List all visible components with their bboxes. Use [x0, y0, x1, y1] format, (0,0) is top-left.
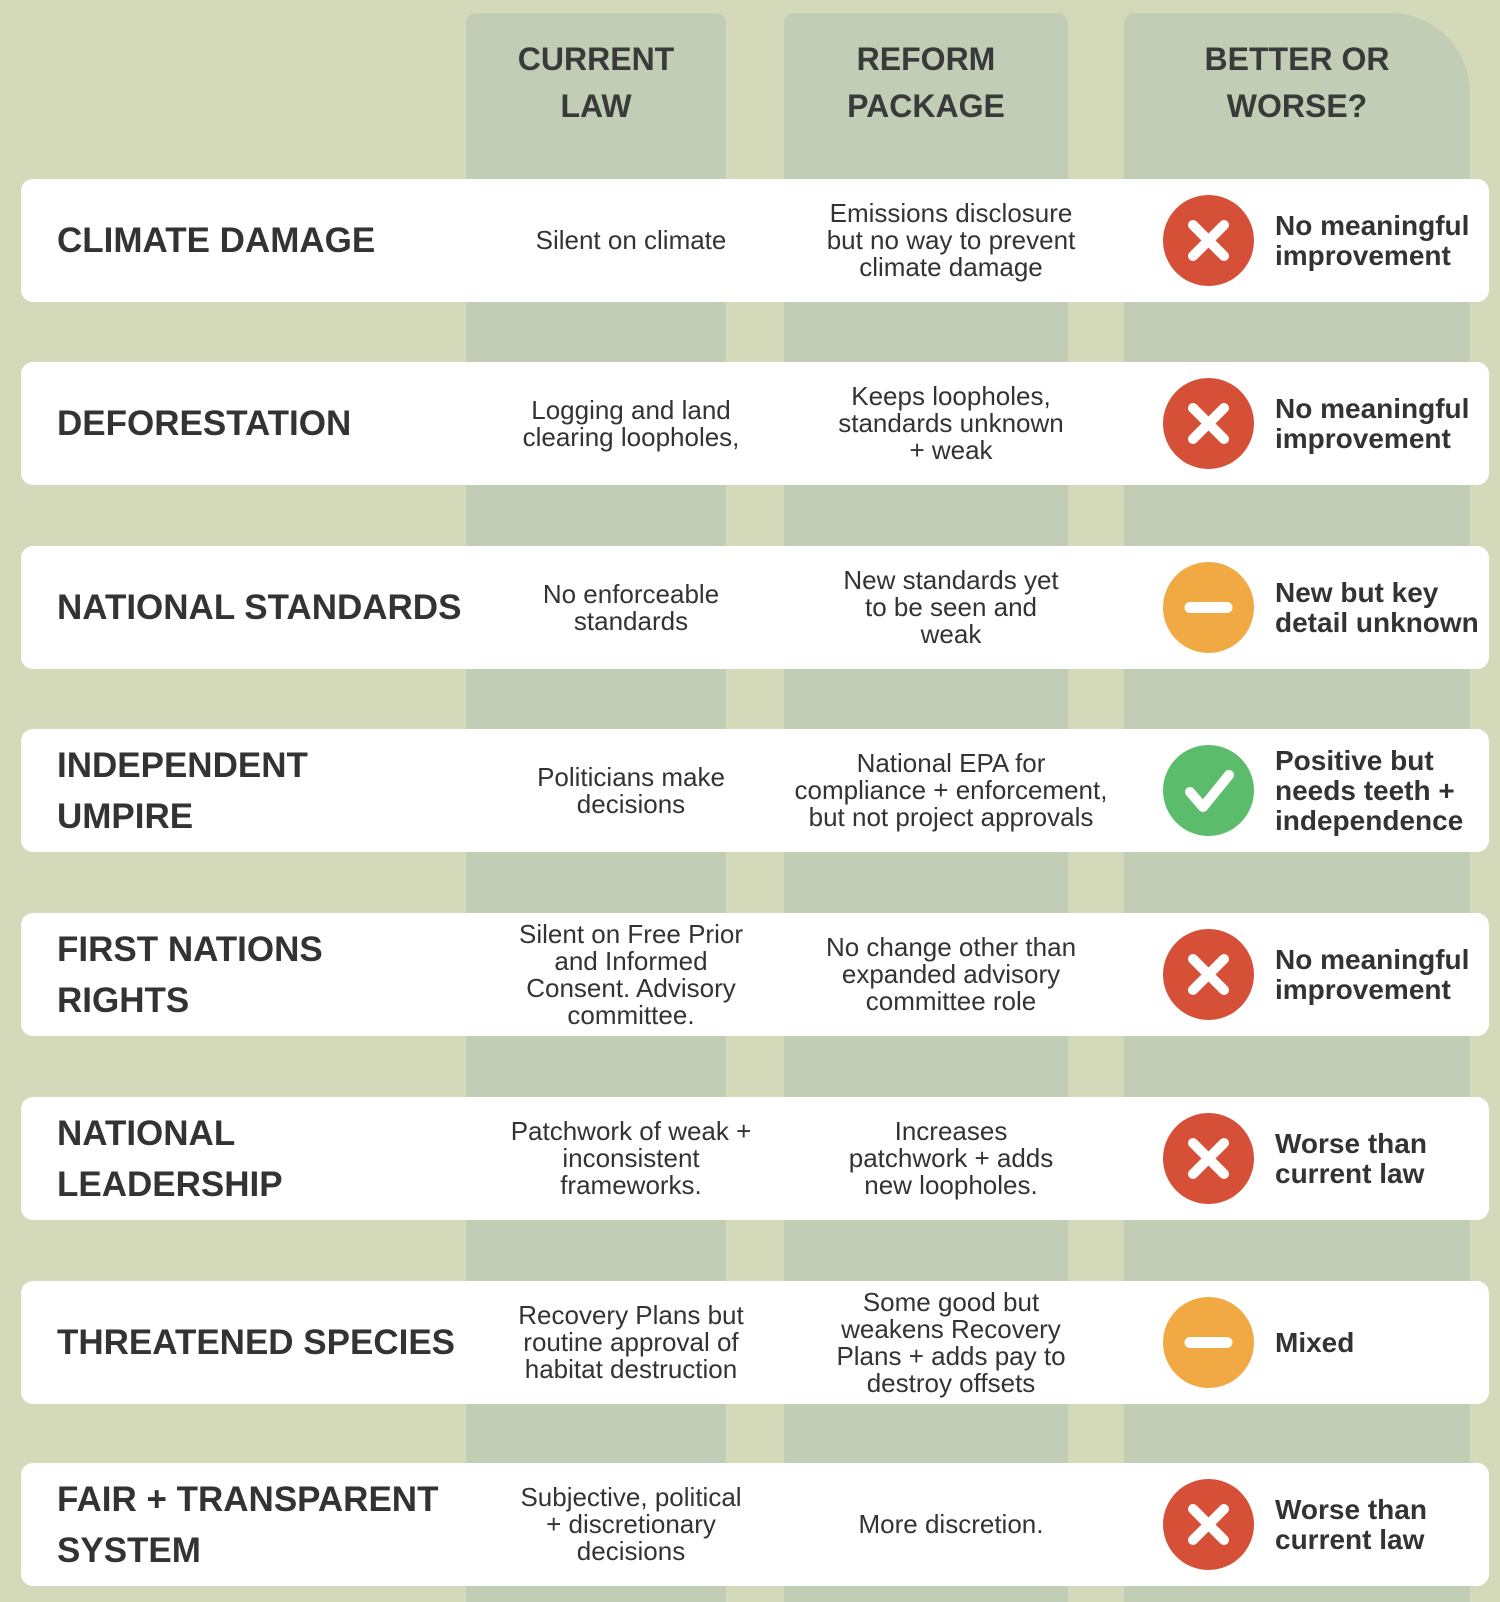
table-row: NATIONAL STANDARDS No enforceable standa… [21, 546, 1489, 669]
reform-package-cell: New standards yet to be seen and weak [843, 565, 1059, 649]
current-law-cell: Logging and land clearing loopholes, [522, 394, 740, 452]
reform-package-cell: Emissions disclosure but no way to preve… [826, 198, 1076, 282]
table-row: FIRST NATIONS RIGHTS Silent on Free Prio… [21, 913, 1489, 1036]
verdict-label: New but key detail unknown [1275, 576, 1479, 638]
minus-circle-icon [1163, 562, 1254, 653]
row-title: INDEPENDENT UMPIRE [57, 745, 308, 836]
header-current-law: CURRENT LAW [517, 41, 675, 124]
verdict-label: No meaningful improvement [1275, 392, 1470, 454]
reform-package-cell: Some good but weakens Recovery Plans + a… [836, 1286, 1066, 1398]
reform-package-cell: National EPA for compliance + enforcemen… [794, 748, 1108, 832]
check-circle-icon [1163, 745, 1254, 836]
header-better-or-worse: BETTER OR WORSE? [1204, 41, 1390, 124]
verdict-label: Worse than current law [1275, 1493, 1427, 1555]
current-law-cell: Patchwork of weak + inconsistent framewo… [510, 1116, 752, 1200]
verdict-label: Mixed [1275, 1326, 1355, 1358]
reform-package-cell: Keeps loopholes, standards unknown + wea… [838, 381, 1064, 465]
reform-package-cell: Increases patchwork + adds new loopholes… [848, 1116, 1054, 1200]
row-title: CLIMATE DAMAGE [57, 221, 376, 260]
current-law-cell: No enforceable standards [542, 578, 720, 636]
x-circle-icon [1163, 195, 1254, 286]
current-law-cell: Silent on climate [535, 225, 727, 255]
table-row: DEFORESTATION Logging and land clearing … [21, 362, 1489, 485]
row-title: DEFORESTATION [57, 404, 352, 443]
row-title: FIRST NATIONS RIGHTS [57, 929, 323, 1020]
x-circle-icon [1163, 378, 1254, 469]
current-law-cell: Subjective, political + discretionary de… [520, 1482, 742, 1566]
verdict-label: Positive but needs teeth + independence [1275, 744, 1464, 836]
verdict-label: Worse than current law [1275, 1127, 1427, 1189]
row-title: FAIR + TRANSPARENT SYSTEM [57, 1479, 439, 1570]
header-reform-package: REFORM PACKAGE [847, 41, 1005, 124]
table-row: FAIR + TRANSPARENT SYSTEM Subjective, po… [21, 1463, 1489, 1586]
table-row: CLIMATE DAMAGE Silent on climate Emissio… [21, 179, 1489, 302]
verdict-label: No meaningful improvement [1275, 943, 1470, 1005]
reform-package-cell: More discretion. [858, 1509, 1044, 1539]
table-row: NATIONAL LEADERSHIP Patchwork of weak + … [21, 1097, 1489, 1220]
row-title: THREATENED SPECIES [57, 1323, 456, 1362]
row-title: NATIONAL LEADERSHIP [57, 1113, 283, 1204]
table-row: THREATENED SPECIES Recovery Plans but ro… [21, 1281, 1489, 1404]
current-law-cell: Recovery Plans but routine approval of h… [518, 1300, 744, 1384]
verdict-label: No meaningful improvement [1275, 209, 1470, 271]
current-law-cell: Silent on Free Prior and Informed Consen… [519, 918, 743, 1030]
reform-package-cell: No change other than expanded advisory c… [825, 932, 1077, 1016]
minus-circle-icon [1163, 1297, 1254, 1388]
current-law-cell: Politicians make decisions [537, 761, 725, 819]
x-circle-icon [1163, 929, 1254, 1020]
x-circle-icon [1163, 1113, 1254, 1204]
table-row: INDEPENDENT UMPIRE Politicians make deci… [21, 729, 1489, 852]
x-circle-icon [1163, 1479, 1254, 1570]
row-title: NATIONAL STANDARDS [57, 588, 462, 627]
